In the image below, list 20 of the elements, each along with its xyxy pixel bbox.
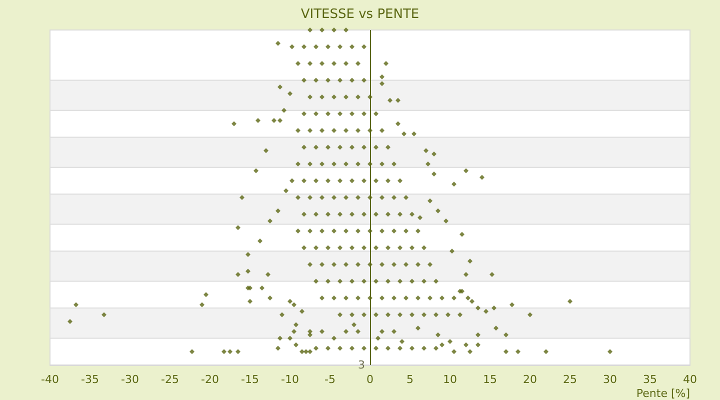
x-tick-label: -40 xyxy=(41,373,59,386)
x-tick-label: 30 xyxy=(603,373,617,386)
x-tick-label: -5 xyxy=(324,373,336,386)
x-tick-label: -10 xyxy=(281,373,299,386)
annotation: 3 xyxy=(358,358,365,372)
chart-title: VITESSE vs PENTE xyxy=(300,7,420,22)
x-tick-label: 10 xyxy=(443,373,457,386)
x-tick-label: 40 xyxy=(683,373,697,386)
x-tick-label: 35 xyxy=(643,373,657,386)
x-axis-title: Pente [%] xyxy=(636,387,690,400)
x-tick-label: -30 xyxy=(121,373,139,386)
x-tick-label: 20 xyxy=(523,373,537,386)
x-tick-label: -20 xyxy=(201,373,219,386)
x-tick-label: 15 xyxy=(483,373,497,386)
x-tick-label: -35 xyxy=(81,373,99,386)
x-tick-label: 25 xyxy=(563,373,577,386)
x-tick-label: 0 xyxy=(366,373,374,386)
x-tick-label: -25 xyxy=(161,373,179,386)
x-tick-label: 5 xyxy=(406,373,414,386)
x-tick-label: -15 xyxy=(241,373,259,386)
